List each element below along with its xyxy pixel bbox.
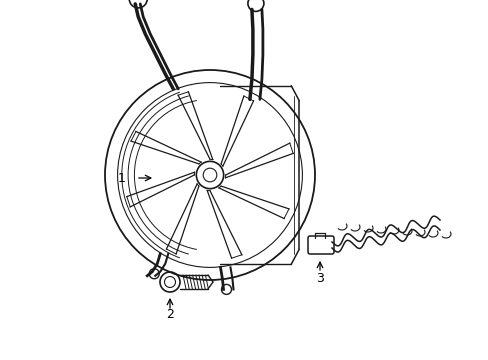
Text: 2: 2: [166, 309, 174, 321]
Text: 3: 3: [315, 271, 323, 284]
Text: 1: 1: [118, 171, 126, 185]
